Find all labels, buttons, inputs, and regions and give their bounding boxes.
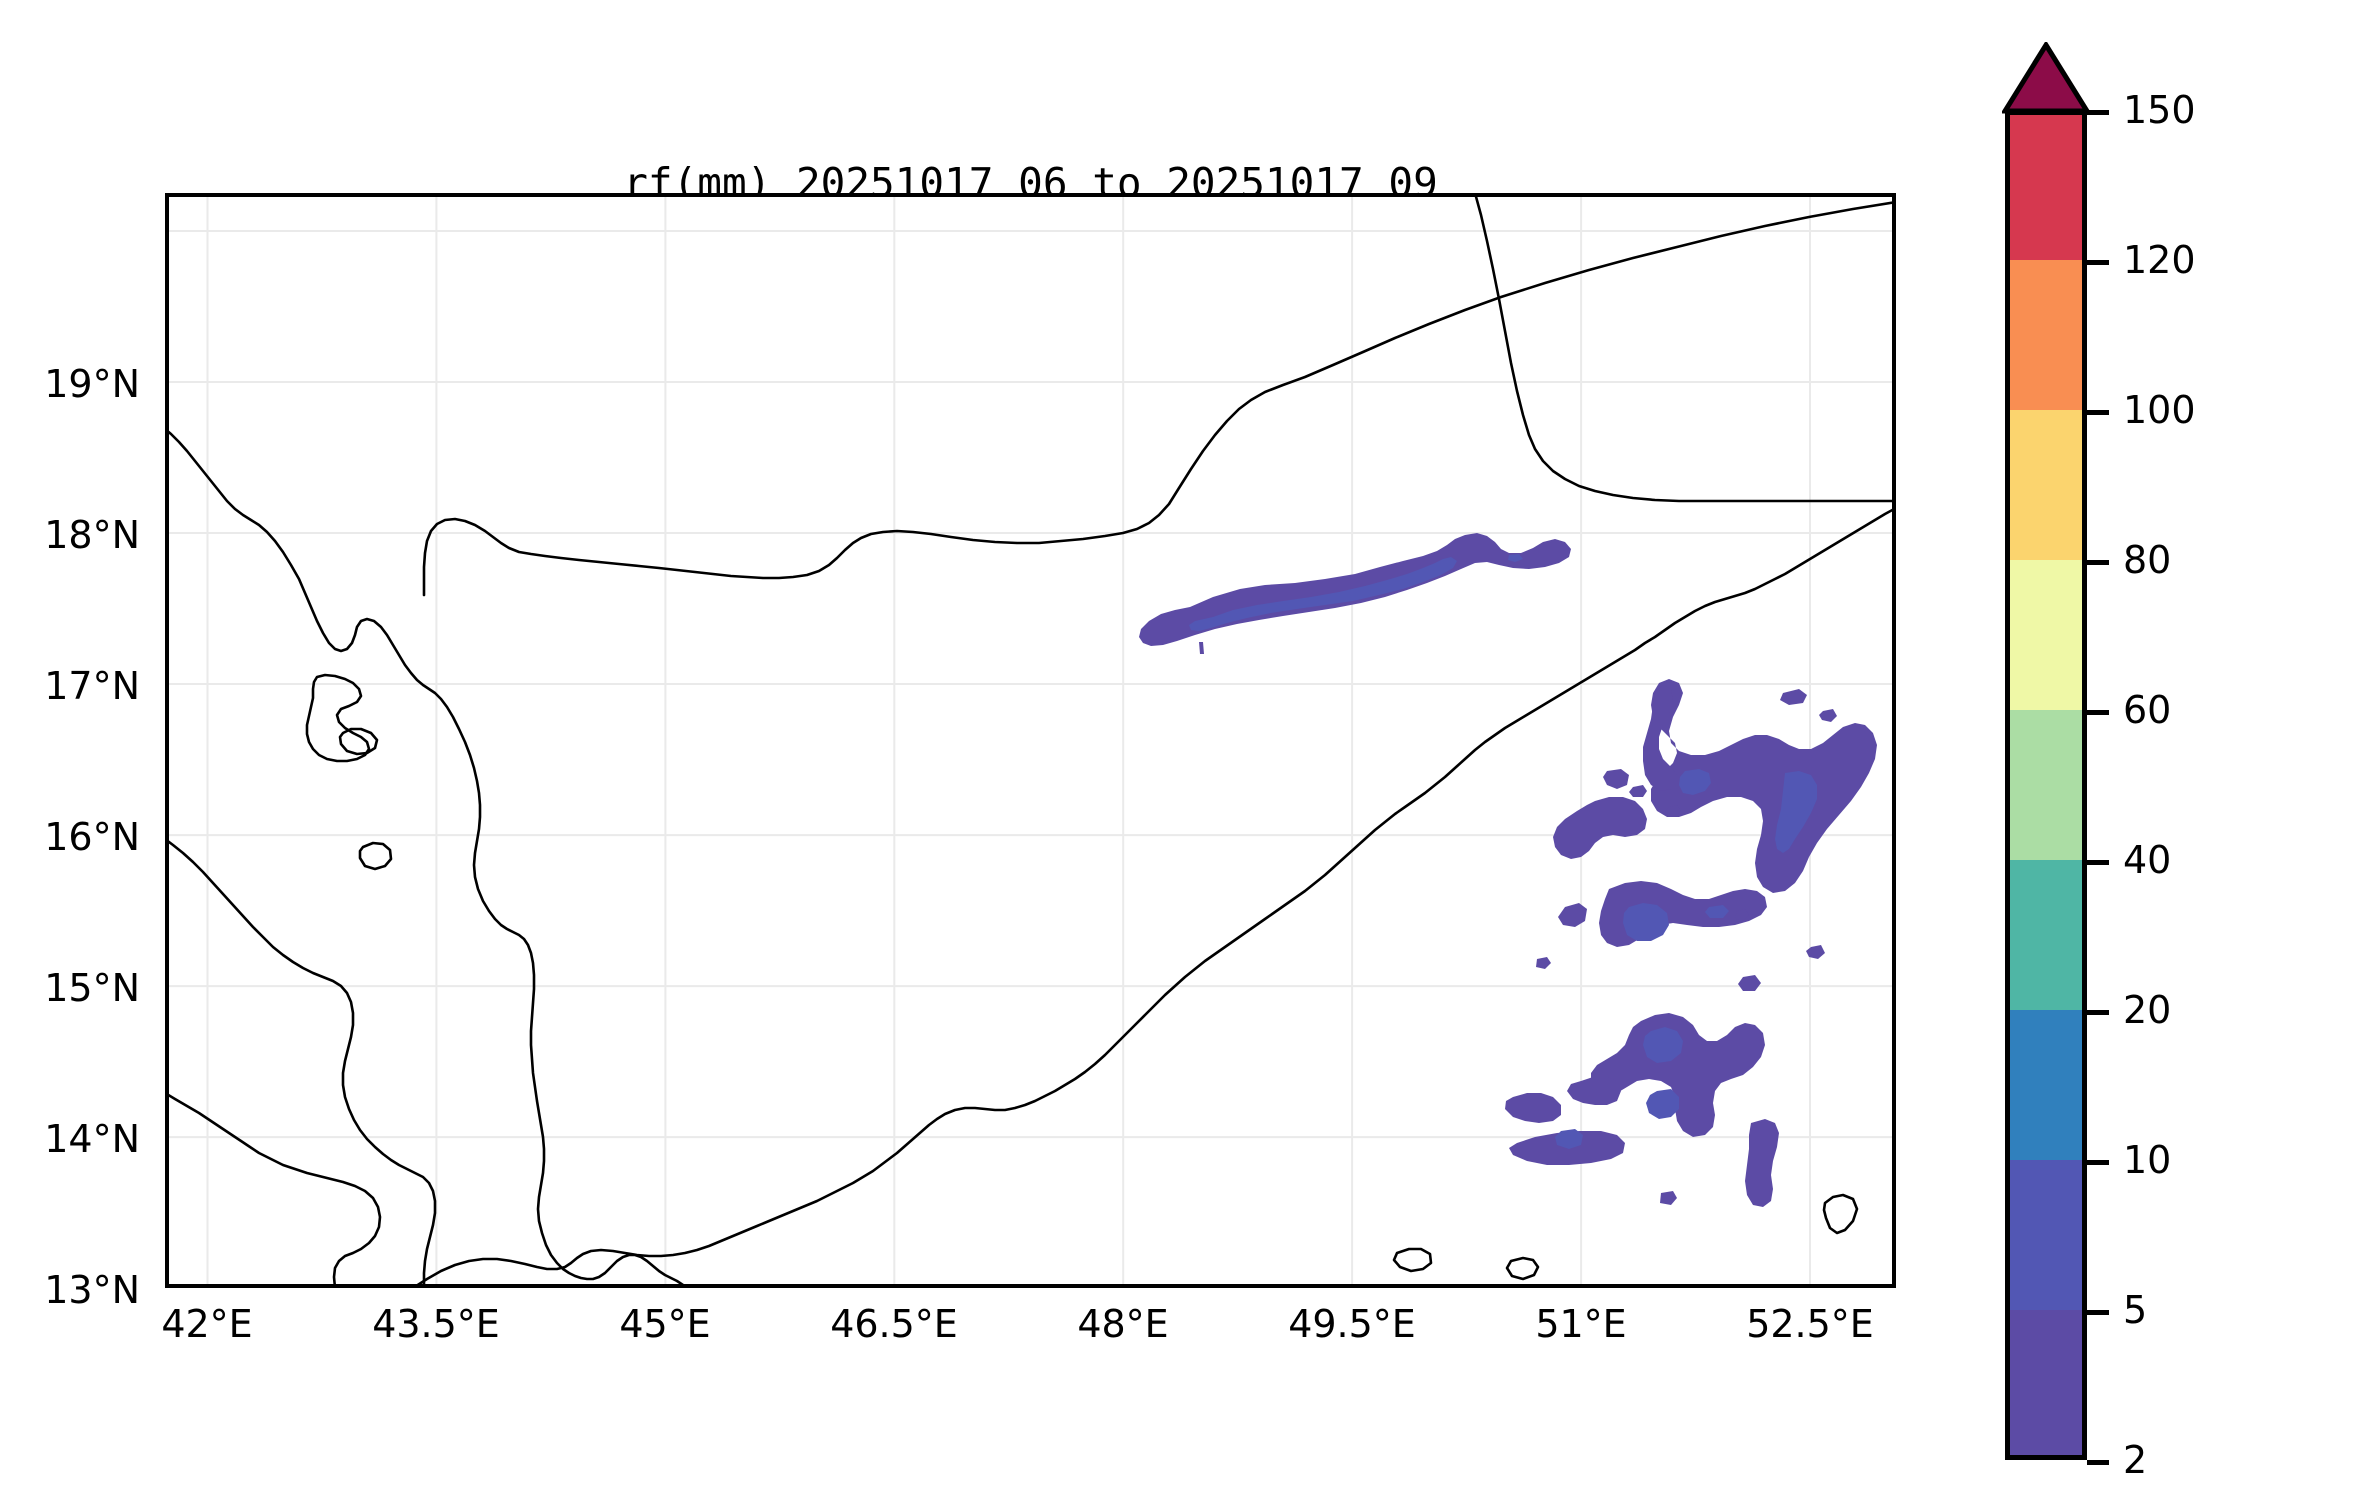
cb-seg-5-10 [2005, 1160, 2087, 1310]
x-tick-label-48E: 48°E [1077, 1302, 1169, 1346]
border-oman [1474, 197, 1892, 503]
coast-africa-horn [169, 840, 437, 1284]
cb-seg-40-60 [2005, 710, 2087, 860]
cb-label-20: 20 [2123, 988, 2172, 1032]
precip-lower-hook [1567, 1077, 1621, 1105]
x-tick-label-45E: 45°E [619, 1302, 711, 1346]
island-br-2 [1505, 1256, 1540, 1281]
precip-lower-blob [1591, 1013, 1765, 1137]
y-tick-label-13N: 13°N [44, 1268, 140, 1312]
coastlines-and-borders [169, 197, 1892, 1284]
precip-mid-band-inner [1623, 903, 1669, 941]
y-tick-label-17N: 17°N [44, 664, 140, 708]
map-plot-area[interactable] [165, 193, 1896, 1288]
cb-label-40: 40 [2123, 838, 2172, 882]
precip-lower-inner3 [1555, 1129, 1583, 1149]
precip-blob-ne-inner [1775, 771, 1817, 853]
coast-gulf-of-aden [416, 508, 1892, 1284]
border-north [422, 201, 1892, 597]
precip-right-vertical [1745, 1119, 1779, 1207]
precip-speck-low-a [1738, 975, 1761, 991]
x-tick-label-46p5E: 46.5°E [830, 1302, 958, 1346]
precip-blob-ne-inner2 [1679, 769, 1711, 795]
precip-lower-inner2 [1646, 1089, 1679, 1119]
x-tick-label-51E: 51°E [1535, 1302, 1627, 1346]
cb-label-5: 5 [2123, 1288, 2148, 1332]
cb-seg-10-20 [2005, 1010, 2087, 1160]
x-tick-label-42E: 42°E [161, 1302, 253, 1346]
coast-red-sea [169, 430, 684, 1284]
precip-speck-ne-1 [1780, 689, 1807, 705]
precip-mid-left-speck2 [1629, 785, 1647, 797]
precip-speck-mid-b [1705, 905, 1729, 918]
island-br-3 [1822, 1193, 1859, 1235]
cb-tick-60 [2087, 710, 2109, 715]
cb-tick-120 [2087, 260, 2109, 265]
cb-tick-5 [2087, 1310, 2109, 1315]
cb-seg-100-120 [2005, 260, 2087, 410]
colorbar-gradient [2005, 110, 2087, 1460]
cb-seg-60-80 [2005, 560, 2087, 710]
y-tick-label-16N: 16°N [44, 815, 140, 859]
cb-label-120: 120 [2123, 238, 2196, 282]
precip-speck-coastal-b [1508, 554, 1523, 562]
precip-blob-ne-outer [1651, 679, 1877, 893]
precip-lower-inner [1643, 1027, 1683, 1063]
colorbar-extend-arrow [2002, 42, 2090, 114]
precip-speck-low-c [1660, 1191, 1677, 1205]
gridlines [169, 197, 1892, 1284]
cb-label-80: 80 [2123, 538, 2172, 582]
x-tick-label-52p5E: 52.5°E [1746, 1302, 1874, 1346]
precip-mid-left-blob [1553, 797, 1647, 859]
cb-seg-2-5 [2005, 1310, 2087, 1460]
cb-tick-20 [2087, 1010, 2109, 1015]
precip-lower-tail [1505, 1093, 1561, 1123]
precip-hook-north [1643, 685, 1677, 791]
y-tick-label-14N: 14°N [44, 1117, 140, 1161]
cb-label-100: 100 [2123, 388, 2196, 432]
x-tick-label-49p5E: 49.5°E [1288, 1302, 1416, 1346]
precip-speck-ne-2 [1819, 709, 1837, 722]
cb-seg-20-40 [2005, 860, 2087, 1010]
precip-speck-coastal-a [1199, 642, 1204, 654]
cb-label-10: 10 [2123, 1138, 2172, 1182]
cb-seg-120-150 [2005, 110, 2087, 260]
precip-speck-mid-c [1735, 909, 1749, 921]
precip-speck-mid-a [1558, 903, 1587, 927]
cb-label-150: 150 [2123, 88, 2196, 132]
cb-label-2: 2 [2123, 1438, 2148, 1482]
island-br-1 [1392, 1247, 1433, 1273]
cb-tick-80 [2087, 560, 2109, 565]
y-tick-label-15N: 15°N [44, 966, 140, 1010]
island-small-2 [358, 841, 393, 871]
y-tick-label-19N: 19°N [44, 362, 140, 406]
precip-band-coastal-inner [1189, 557, 1457, 631]
cb-tick-40 [2087, 860, 2109, 865]
cb-tick-100 [2087, 410, 2109, 415]
precip-mid-left-speck3 [1665, 805, 1681, 817]
cb-tick-2 [2087, 1460, 2109, 1465]
precip-mid-left-speck1 [1603, 769, 1629, 789]
precip-speck-low-d [1536, 957, 1551, 969]
map-canvas [169, 197, 1892, 1284]
coast-djibouti [169, 1093, 382, 1284]
colorbar[interactable]: 150 120 100 80 60 40 20 10 5 2 [2002, 42, 2335, 1482]
cb-label-60: 60 [2123, 688, 2172, 732]
precip-shading [1139, 533, 1877, 1207]
cb-seg-80-100 [2005, 410, 2087, 560]
island-small-1 [338, 727, 379, 756]
y-tick-label-18N: 18°N [44, 513, 140, 557]
precip-speck-low-b [1806, 945, 1825, 959]
x-tick-label-43p5E: 43.5°E [372, 1302, 500, 1346]
island-kamaran [305, 673, 371, 763]
cb-tick-150 [2087, 110, 2109, 115]
cb-tick-10 [2087, 1160, 2109, 1165]
